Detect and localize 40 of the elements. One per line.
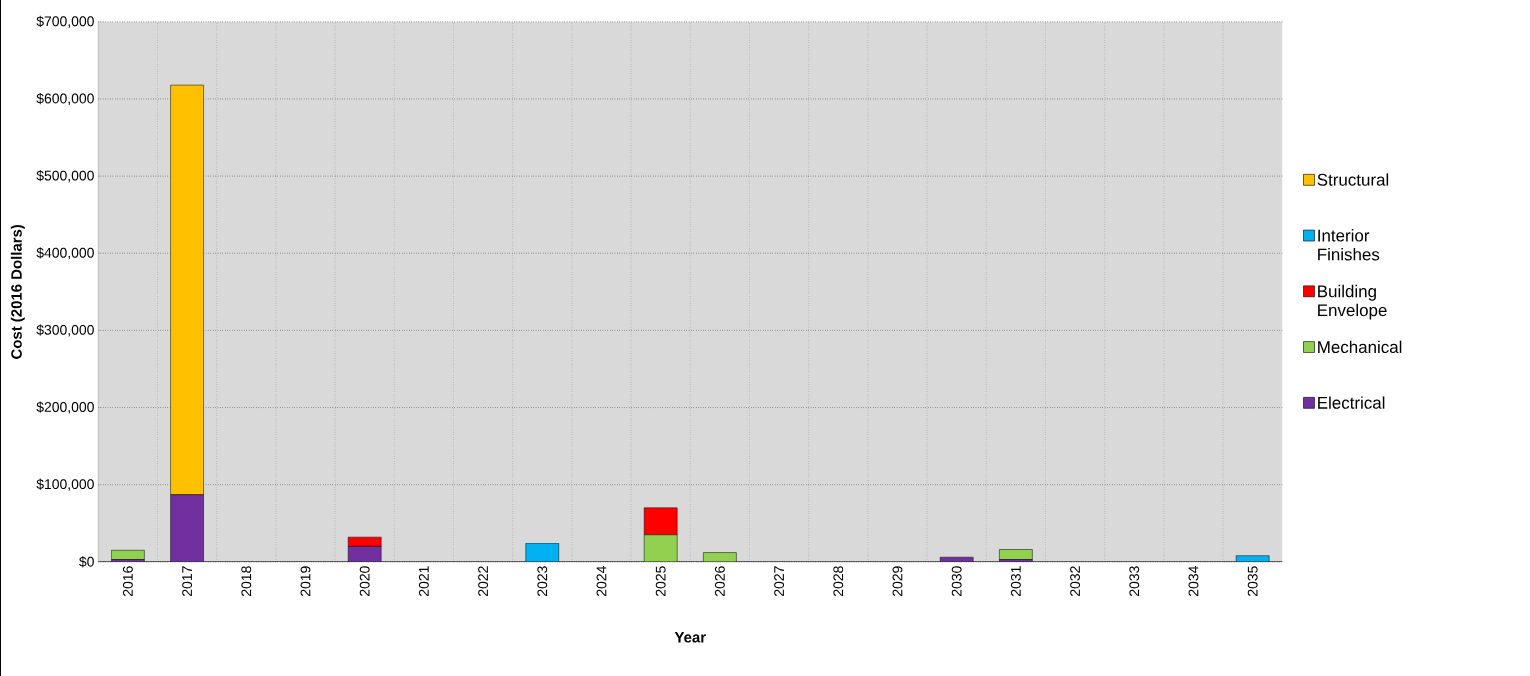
y-axis-title: Cost (2016 Dollars) — [10, 224, 25, 359]
x-tick-label: 2025 — [655, 566, 666, 596]
x-axis-title: Year — [674, 632, 706, 643]
y-tick-label: $300,000 — [36, 324, 94, 337]
x-tick-label: 2021 — [418, 566, 429, 596]
x-tick-label: 2022 — [478, 566, 489, 596]
y-tick-label: $700,000 — [36, 15, 94, 28]
x-tick-label: 2028 — [833, 566, 844, 596]
x-tick-label: 2020 — [359, 566, 370, 596]
y-tick-label: $100,000 — [36, 478, 94, 491]
legend-label: Structural — [1317, 173, 1389, 186]
x-tick-label: 2030 — [951, 566, 962, 596]
x-tick-label: 2026 — [714, 566, 725, 596]
x-tick-label: 2029 — [892, 566, 903, 596]
x-tick-label: 2017 — [182, 566, 193, 596]
x-tick-label: 2035 — [1247, 566, 1258, 596]
y-tick-label: $0 — [79, 556, 94, 568]
y-tick-label: $600,000 — [36, 92, 94, 106]
x-tick-label: 2033 — [1129, 566, 1140, 596]
bar — [1235, 555, 1270, 562]
y-tick-label: $500,000 — [36, 170, 94, 183]
x-tick-label: 2018 — [241, 566, 252, 596]
y-tick-label: $200,000 — [36, 401, 94, 414]
x-tick-label: 2016 — [122, 566, 133, 596]
bar — [111, 550, 145, 560]
x-tick-label: 2032 — [1070, 566, 1081, 596]
x-tick-label: 2019 — [300, 566, 311, 596]
legend-label: Building Envelope — [1318, 284, 1387, 320]
bar — [703, 552, 737, 562]
x-tick-label: 2023 — [537, 566, 548, 596]
x-tick-label: 2034 — [1188, 566, 1199, 596]
bar — [525, 543, 560, 562]
x-tick-label: 2027 — [774, 566, 785, 596]
x-tick-label: 2024 — [596, 566, 607, 596]
legend-label: Electrical — [1318, 396, 1385, 409]
legend-label: Mechanical — [1318, 340, 1402, 354]
y-tick-label: $400,000 — [36, 247, 94, 260]
bar — [999, 549, 1033, 560]
x-tick-label: 2031 — [1010, 566, 1021, 596]
legend-label: Interior Finishes — [1318, 229, 1380, 261]
